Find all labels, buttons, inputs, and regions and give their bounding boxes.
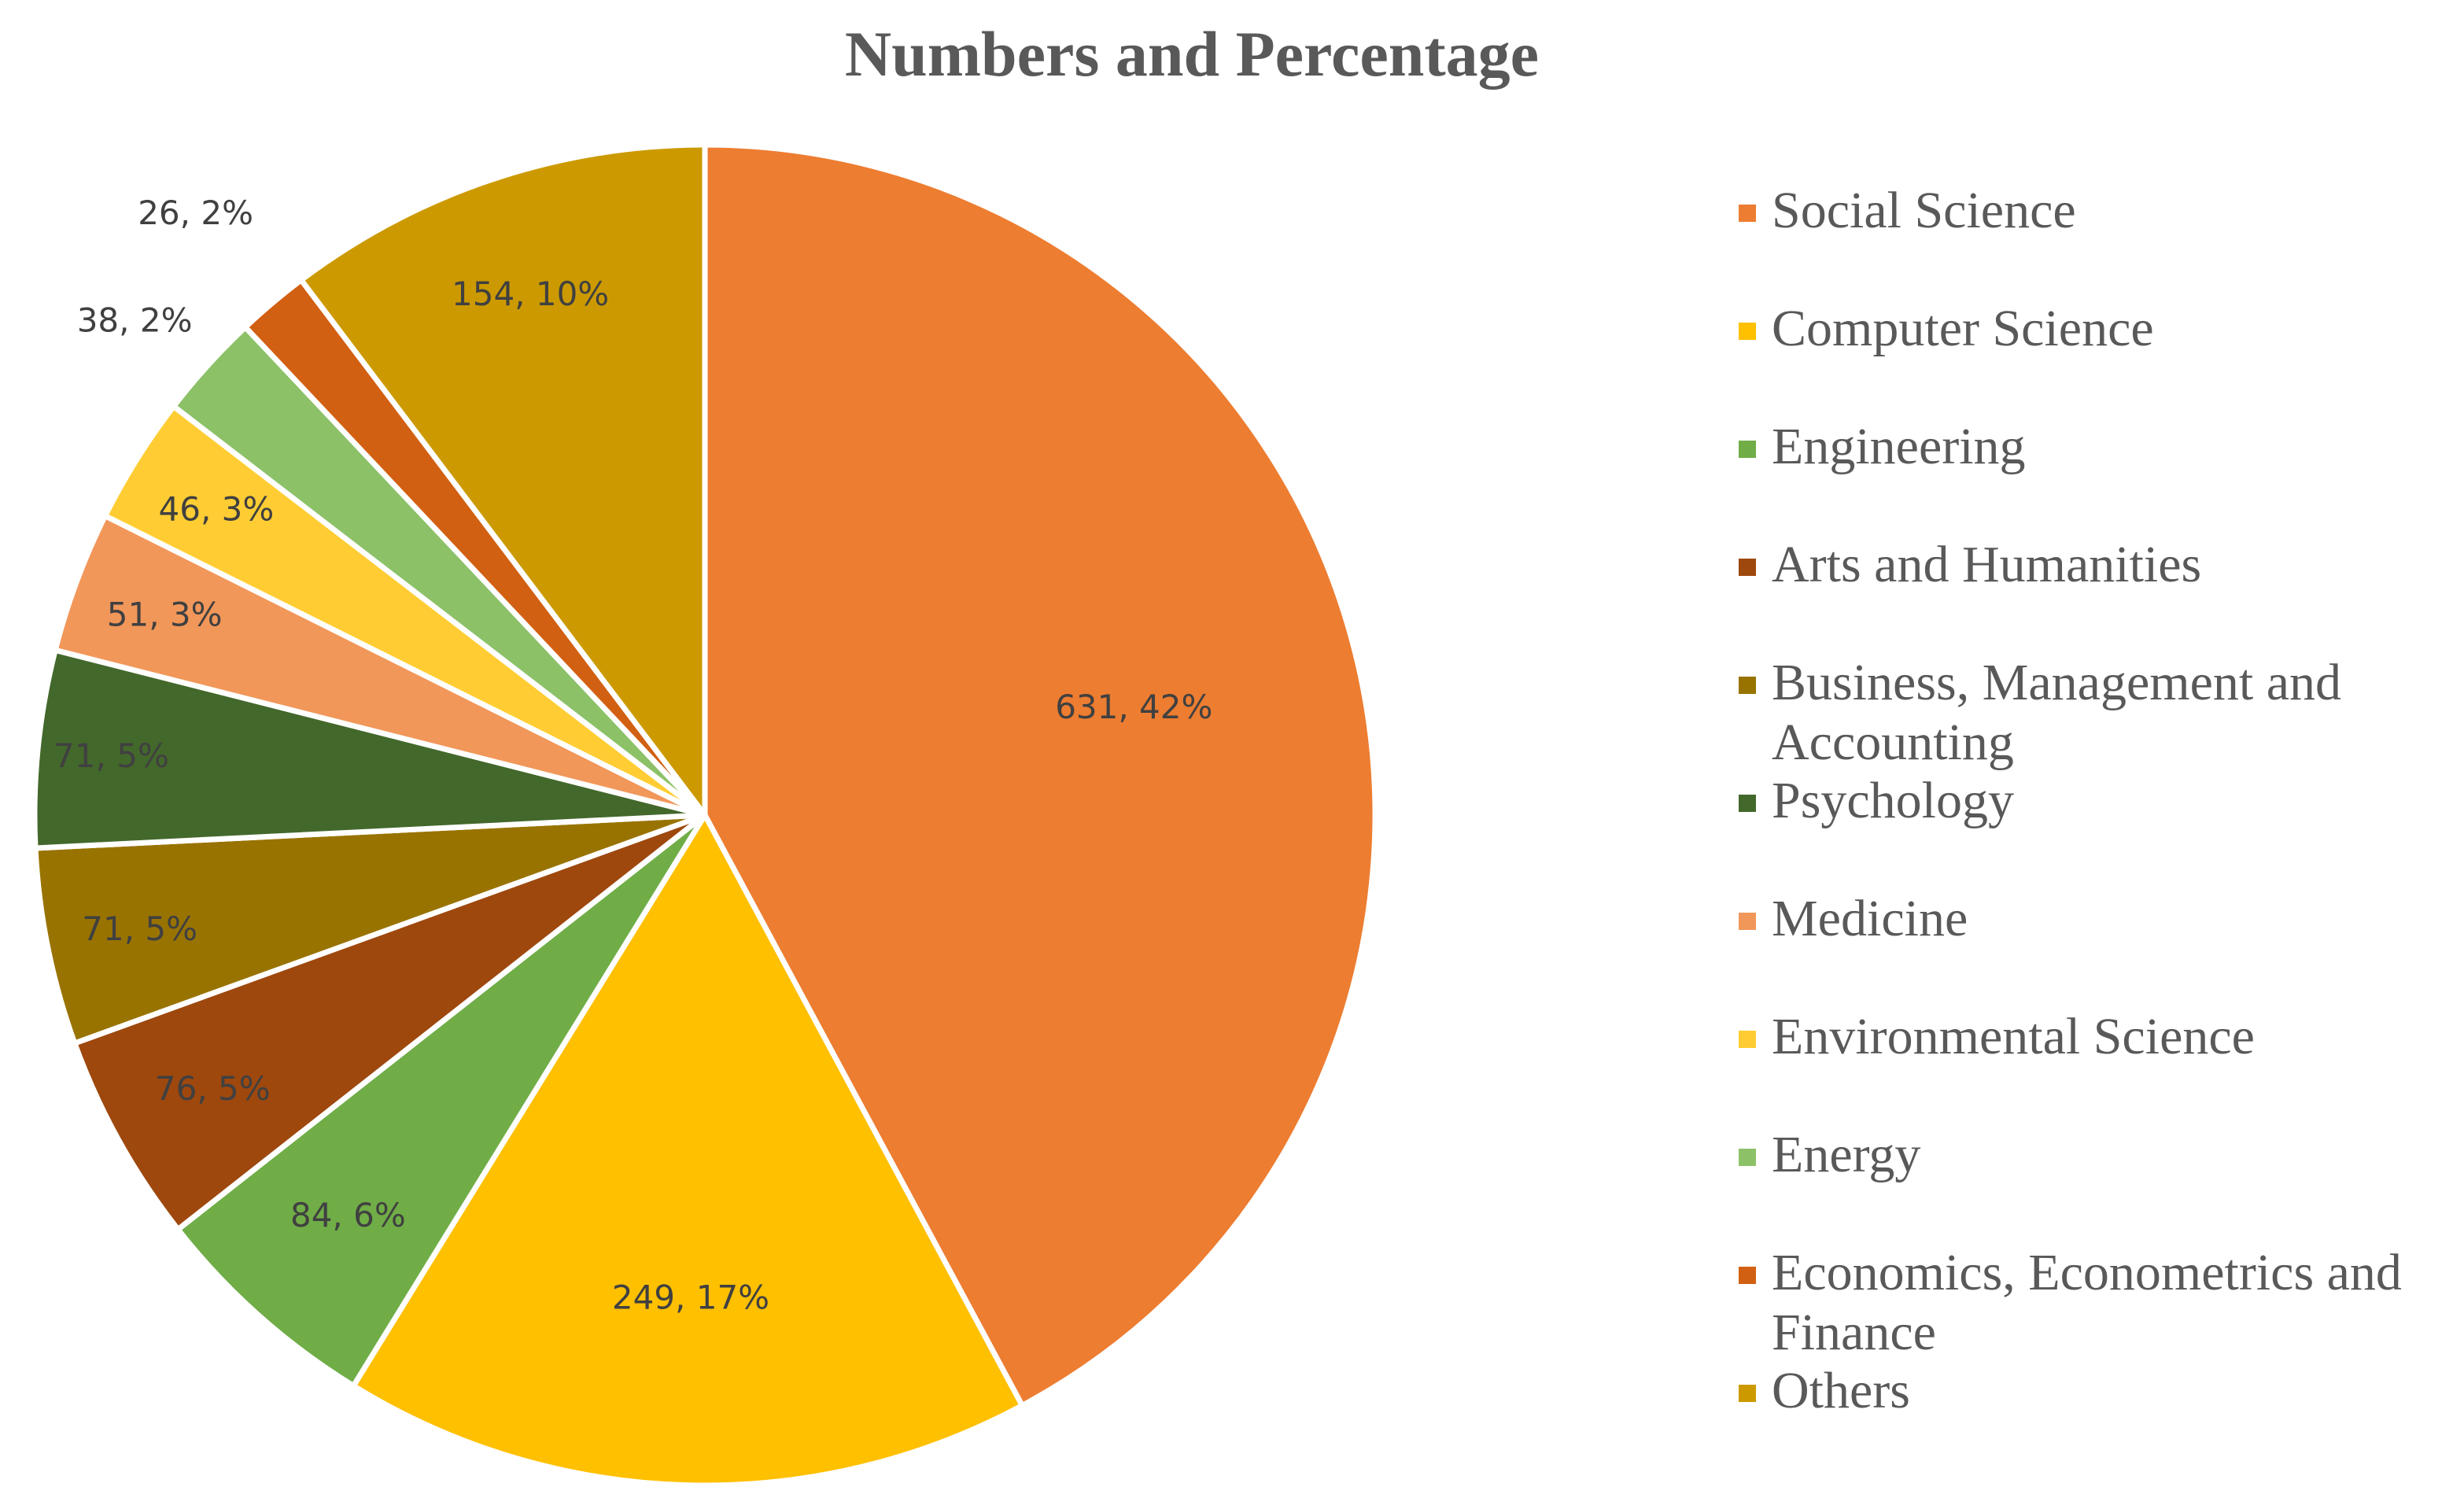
legend-label: Psychology: [1772, 771, 2014, 831]
legend-item: Others: [1739, 1361, 2462, 1421]
legend-item: Arts and Humanities: [1739, 535, 2462, 595]
legend-item: Psychology: [1739, 771, 2462, 831]
legend-item: Environmental Science: [1739, 1007, 2462, 1067]
legend-item: Medicine: [1739, 889, 2462, 949]
legend-label: Business, Management and Accounting: [1772, 653, 2462, 773]
legend-item: Economics, Econometrics and Finance: [1739, 1243, 2462, 1363]
data-label-energy: 38, 2%: [77, 301, 193, 340]
legend-swatch: [1739, 677, 1756, 694]
legend-swatch: [1739, 1149, 1756, 1166]
legend: Social Science Computer Science Engineerin…: [1739, 0, 2462, 1498]
legend-swatch: [1739, 323, 1756, 340]
legend-label: Social Science: [1772, 181, 2076, 241]
legend-swatch: [1739, 795, 1756, 812]
legend-swatch: [1739, 559, 1756, 576]
legend-label: Engineering: [1772, 417, 2026, 477]
pie-chart: Numbers and Percentage 631, 42% 249, 17% 8…: [0, 0, 2464, 1498]
data-label-business-management-and-accounting: 71, 5%: [82, 910, 197, 948]
legend-swatch: [1739, 1267, 1756, 1284]
legend-label: Arts and Humanities: [1772, 535, 2201, 595]
legend-item: Computer Science: [1739, 299, 2462, 359]
data-label-psychology: 71, 5%: [53, 736, 169, 775]
legend-swatch: [1739, 913, 1756, 930]
legend-item: Social Science: [1739, 181, 2462, 241]
data-label-environmental-science: 46, 3%: [159, 490, 275, 529]
legend-swatch: [1739, 441, 1756, 458]
legend-label: Others: [1772, 1361, 1910, 1421]
legend-swatch: [1739, 1031, 1756, 1048]
data-label-engineering: 84, 6%: [290, 1196, 406, 1234]
data-label-social-science: 631, 42%: [1055, 688, 1212, 726]
legend-item: Business, Management and Accounting: [1739, 653, 2462, 773]
legend-swatch: [1739, 1385, 1756, 1402]
legend-item: Energy: [1739, 1125, 2462, 1185]
legend-swatch: [1739, 205, 1756, 222]
legend-label: Energy: [1772, 1125, 1920, 1185]
legend-label: Environmental Science: [1772, 1007, 2255, 1067]
legend-item: Engineering: [1739, 417, 2462, 477]
data-label-medicine: 51, 3%: [107, 595, 223, 633]
data-label-arts-and-humanities: 76, 5%: [155, 1069, 271, 1108]
data-label-others: 154, 10%: [452, 275, 609, 313]
data-label-computer-science: 249, 17%: [612, 1278, 769, 1317]
data-label-economics-econometrics-and-finance: 26, 2%: [138, 194, 253, 232]
legend-label: Medicine: [1772, 889, 1968, 949]
legend-label: Computer Science: [1772, 299, 2154, 359]
legend-label: Economics, Econometrics and Finance: [1772, 1243, 2462, 1363]
